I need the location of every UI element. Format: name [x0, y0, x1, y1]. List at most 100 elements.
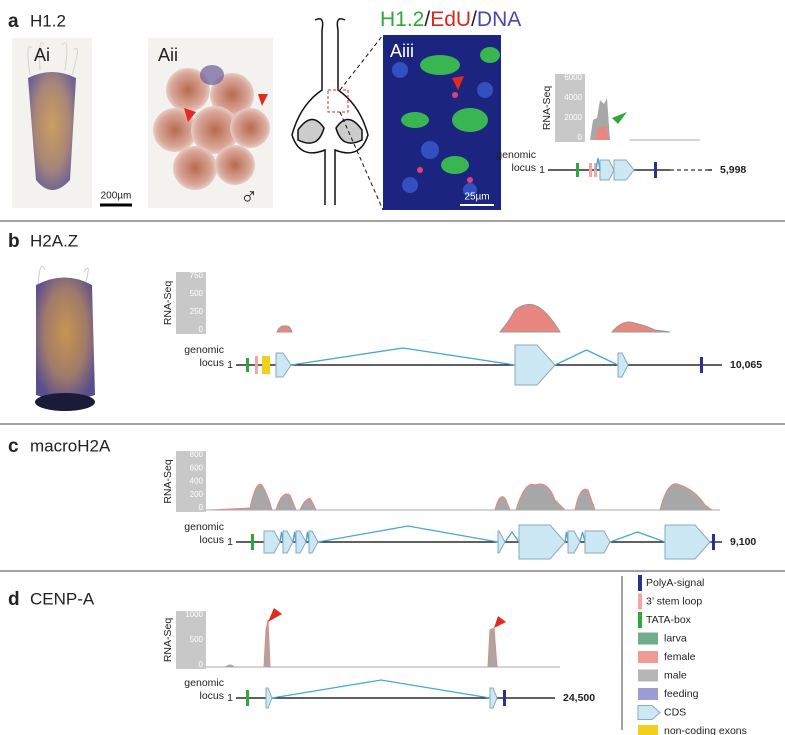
cds: [567, 530, 581, 554]
tick-label: 4000: [564, 93, 582, 102]
locus-start: 1: [227, 692, 233, 704]
cds: [664, 524, 711, 560]
stain-sep: /: [424, 8, 430, 31]
locus-label: locus: [511, 162, 536, 174]
locus-label: genomic: [184, 521, 224, 533]
gap: [670, 167, 708, 173]
axis-box: [555, 74, 585, 142]
polya-signal: [700, 357, 703, 373]
cds: [265, 687, 273, 709]
cds: [617, 352, 629, 378]
locus-end: 24,500: [563, 692, 595, 704]
panel-title: CENP-A: [30, 589, 95, 608]
tick-label: 500: [190, 289, 204, 298]
legend-swatch: [638, 651, 658, 663]
intron: [504, 530, 520, 543]
locus-label: genomic: [496, 149, 536, 161]
scale-label: 25µm: [464, 192, 489, 203]
panel-letter: b: [8, 231, 20, 252]
intron: [609, 531, 666, 543]
legend-label: PolyA-signal: [646, 577, 704, 589]
locus-label: genomic: [184, 344, 224, 356]
cds: [263, 530, 281, 554]
locus-start: 1: [539, 164, 545, 176]
locus-end: 9,100: [730, 536, 756, 548]
polya-signal: [503, 690, 506, 706]
legend-label: 3’ stem loop: [646, 595, 702, 607]
tick-label: 500: [190, 635, 204, 644]
intron: [595, 157, 601, 171]
cds: [282, 530, 294, 554]
locus-label: locus: [199, 690, 224, 702]
tick-label: 0: [199, 503, 204, 512]
tick-label: 250: [190, 307, 204, 316]
cds: [637, 705, 661, 720]
coverage: [205, 98, 720, 668]
male-symbol: ♂: [240, 183, 258, 210]
cds: [584, 530, 611, 554]
cds: [308, 530, 319, 554]
cds: [489, 687, 498, 709]
tata-box: [246, 358, 249, 372]
gonad-schematic: [291, 18, 384, 211]
locus-start: 1: [227, 359, 233, 371]
track-label: RNA-Seq: [162, 618, 174, 663]
tick-label: 0: [199, 660, 204, 669]
stem-loop: [255, 356, 258, 374]
fluorescence-image: [383, 35, 501, 210]
legend-swatch: [638, 669, 658, 682]
locus-end: 10,065: [730, 359, 762, 371]
cds: [518, 524, 566, 560]
legend-swatch: [638, 632, 658, 645]
track-label: RNA-Seq: [162, 281, 174, 326]
panel-title: H2A.Z: [30, 231, 78, 250]
tick-label: 600: [190, 463, 204, 472]
axis-box: [176, 611, 206, 669]
panel-title: H1.2: [30, 11, 66, 30]
intron: [290, 347, 516, 366]
legend-swatch: [638, 593, 642, 610]
tick-label: 750: [190, 271, 204, 280]
track-label: RNA-Seq: [162, 459, 174, 504]
stain-title: H1.2/EdU/DNA: [380, 8, 521, 31]
separators: [0, 220, 785, 572]
larva-image: [12, 38, 92, 208]
tick-label: 200: [190, 490, 204, 499]
scale-label: 200µm: [101, 191, 132, 202]
axis-box: [176, 451, 206, 512]
stain-h12: H1.2: [380, 8, 424, 31]
legend-swatch: [638, 575, 642, 591]
cds: [613, 159, 635, 181]
panel-letter: c: [8, 436, 19, 457]
stem-loop: [589, 163, 592, 177]
legend-swatch: [638, 688, 658, 700]
legend-swatch: [638, 612, 642, 628]
tata-box: [251, 534, 254, 550]
stain-edu: EdU: [430, 8, 471, 31]
legend-swatch: [638, 725, 658, 735]
tick-label: 2000: [564, 113, 582, 122]
tick-label: 6000: [564, 73, 582, 82]
tick-label: 400: [190, 477, 204, 486]
legend-label: male: [664, 669, 687, 681]
axis-box: [176, 272, 206, 334]
legend-label: feeding: [664, 688, 699, 700]
stain-dna: DNA: [477, 8, 521, 31]
legend-label: CDS: [664, 706, 686, 718]
intron: [554, 349, 619, 366]
cds: [497, 530, 506, 554]
tick-label: 1000: [185, 610, 203, 619]
sublabel: Aiii: [390, 41, 414, 61]
locus-start: 1: [227, 536, 233, 548]
panel-title: macroH2A: [30, 436, 111, 455]
locus-label: locus: [199, 534, 224, 546]
panel-letter: d: [8, 589, 20, 610]
stain-sep: /: [471, 8, 477, 31]
sublabel: Ai: [34, 45, 50, 65]
track-label: RNA-Seq: [541, 86, 553, 131]
tata-box: [576, 163, 579, 177]
intron: [579, 531, 586, 543]
legend-label: non-coding exons: [664, 725, 747, 735]
tick-label: 0: [578, 133, 583, 142]
